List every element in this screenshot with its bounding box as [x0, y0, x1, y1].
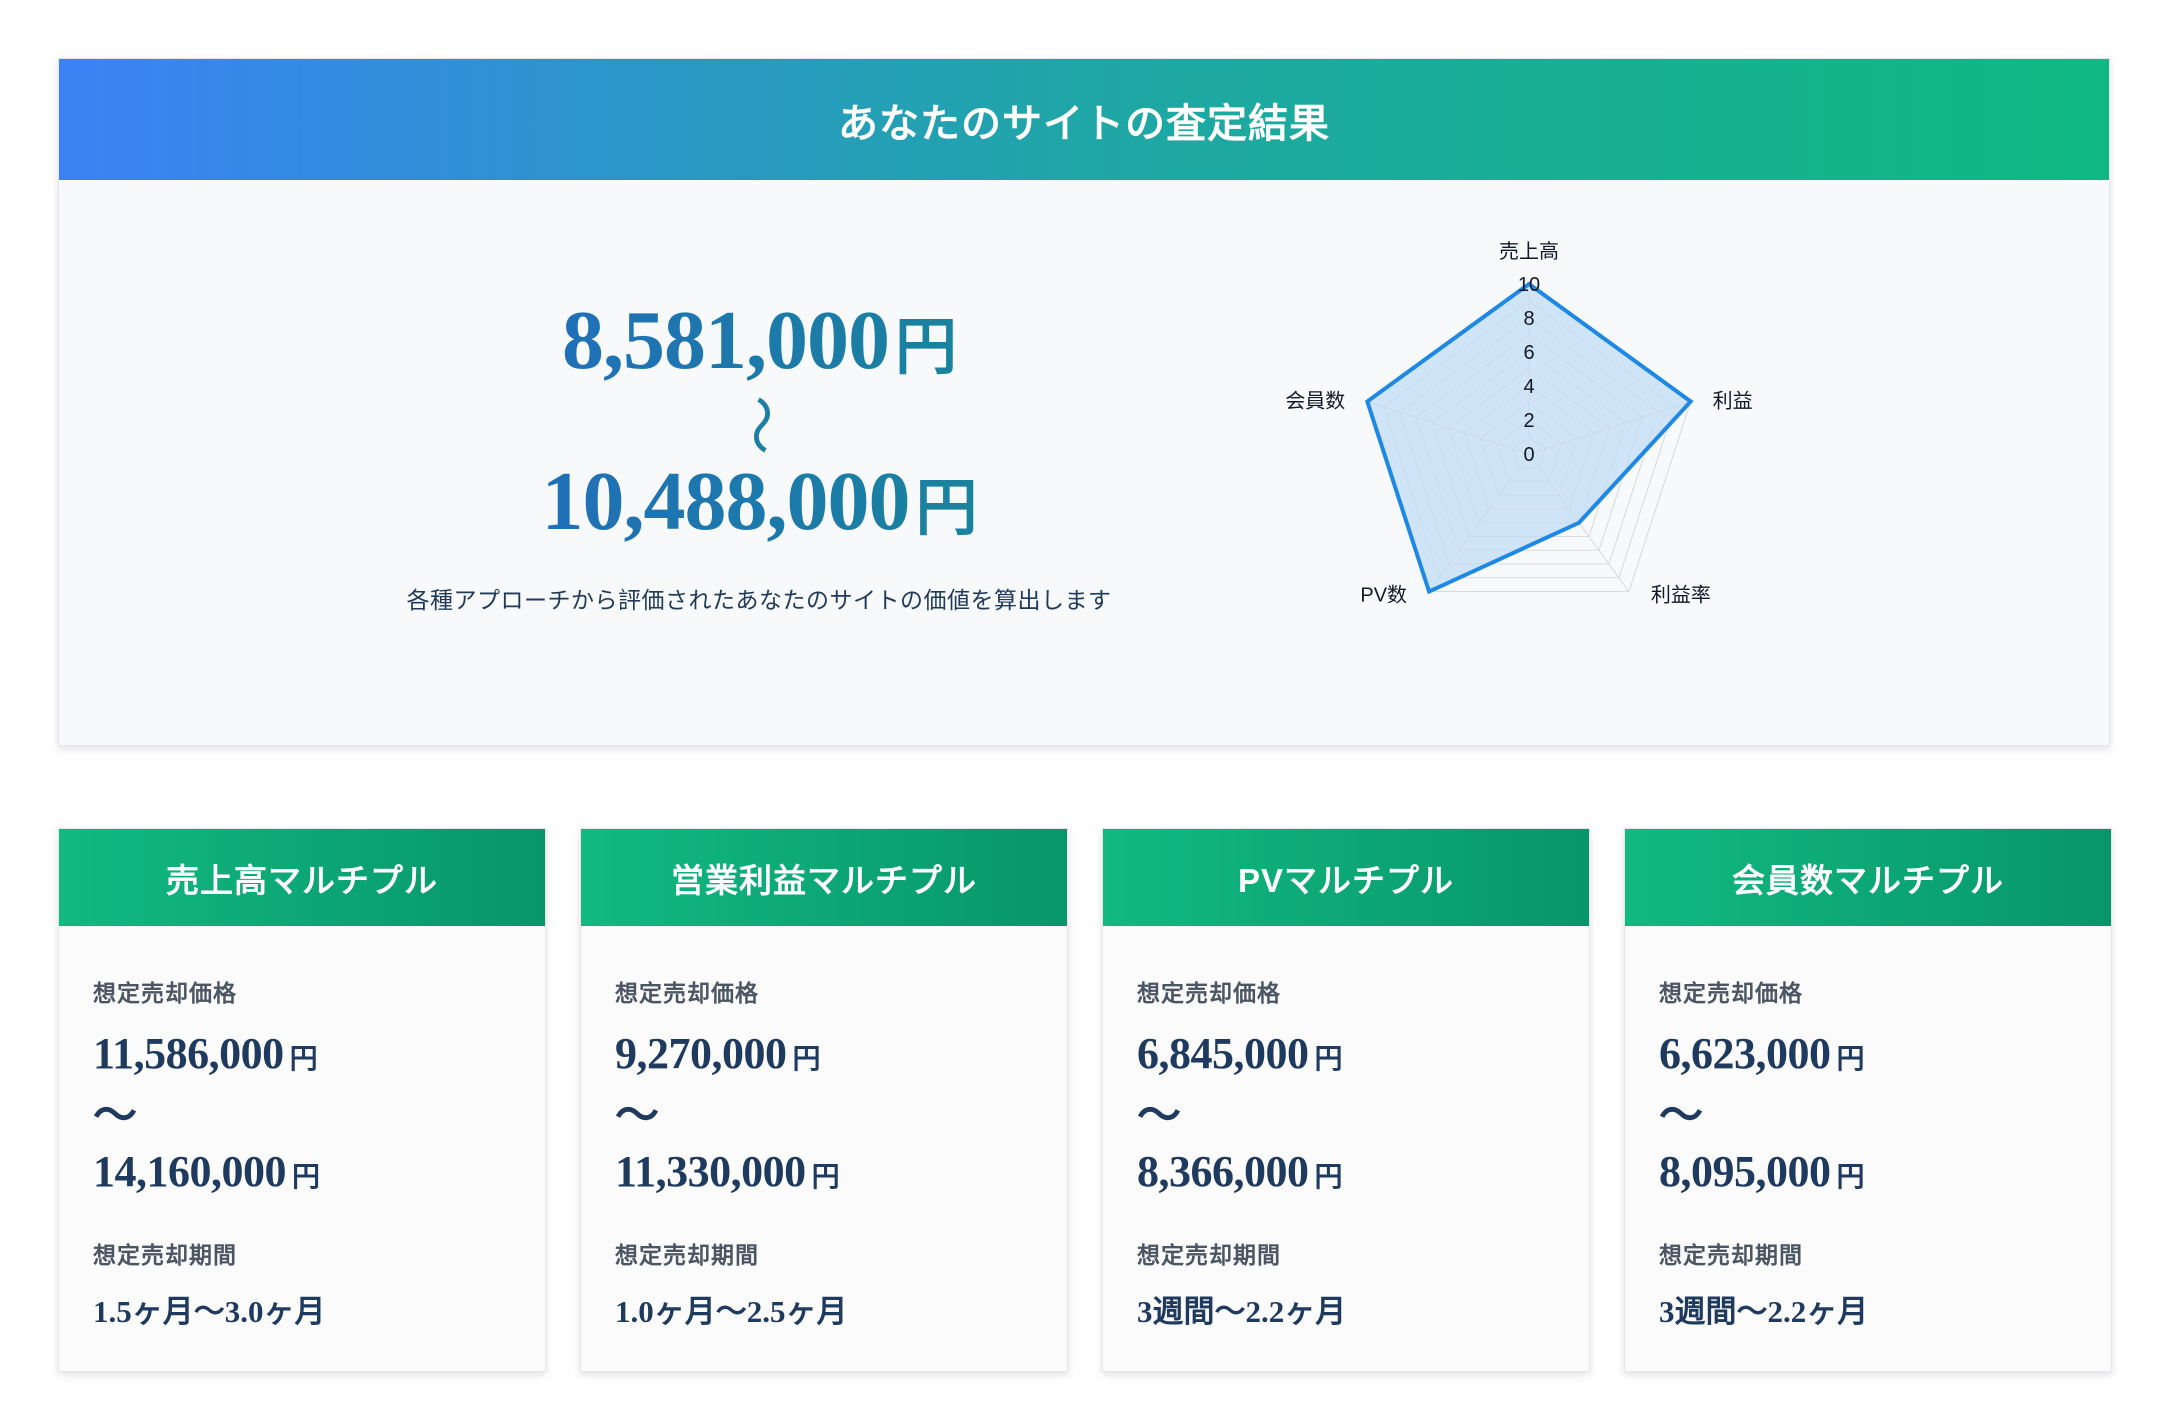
currency-unit: 円 — [894, 314, 956, 382]
radar-axis-label: 売上高 — [1499, 240, 1559, 263]
expected-period: 3週間〜2.2ヶ月 — [1659, 1294, 1869, 1329]
currency-unit: 円 — [292, 1162, 320, 1193]
card-sales-multiple: 売上高マルチプル 想定売却価格 11,586,000 円 〜 14,160,000… — [58, 828, 546, 1372]
card-pv-multiple: PVマルチプル 想定売却価格 6,845,000 円 〜 8,366,000 円 想… — [1102, 828, 1590, 1372]
estimated-price-low: 8,581,000円 — [289, 299, 1229, 390]
result-header: あなたのサイトの査定結果 — [59, 59, 2109, 180]
card-title: 売上高マルチプル — [166, 861, 438, 899]
radar-axis-label: 会員数 — [1285, 389, 1345, 412]
radar-axis-label: 利益 — [1713, 389, 1753, 412]
range-separator: 〜 — [615, 1091, 659, 1140]
radar-tick-label: 6 — [1523, 342, 1534, 364]
currency-unit: 円 — [1314, 1162, 1343, 1193]
expected-price-low-value: 11,586,000 — [93, 1029, 284, 1078]
expected-price-high-value: 11,330,000 — [615, 1147, 806, 1196]
expected-price-high-value: 8,366,000 — [1137, 1147, 1309, 1196]
range-separator: 〜 — [726, 395, 792, 455]
currency-unit: 円 — [792, 1044, 821, 1075]
expected-price-label: 想定売却価格 — [1137, 981, 1281, 1006]
expected-price-low-value: 9,270,000 — [615, 1029, 787, 1078]
expected-period: 3週間〜2.2ヶ月 — [1137, 1294, 1347, 1329]
card-body: 想定売却価格 6,623,000 円 〜 8,095,000 円 想定売却期間 3週… — [1625, 926, 2111, 1331]
valuation-result-panel: あなたのサイトの査定結果 8,581,000円 〜 10,488,000円 各種… — [58, 58, 2110, 746]
result-title: あなたのサイトの査定結果 — [838, 101, 1330, 146]
currency-unit: 円 — [1314, 1044, 1343, 1075]
currency-unit: 円 — [811, 1162, 840, 1193]
currency-unit: 円 — [1836, 1162, 1865, 1193]
expected-price-low: 6,845,000 円 — [1137, 1026, 1555, 1088]
radar-tick-label: 2 — [1523, 410, 1534, 432]
estimated-price-low-value: 8,581,000 — [561, 294, 889, 387]
expected-price-low: 9,270,000 円 — [615, 1026, 1033, 1088]
expected-price-low-value: 6,845,000 — [1137, 1029, 1309, 1078]
expected-period-label: 想定売却期間 — [1137, 1243, 1281, 1268]
estimated-price-high-value: 10,488,000 — [541, 455, 910, 548]
card-header: 会員数マルチプル — [1625, 829, 2111, 926]
range-separator: 〜 — [1659, 1091, 1703, 1140]
range-separator: 〜 — [1137, 1091, 1181, 1140]
card-operating-profit-multiple: 営業利益マルチプル 想定売却価格 9,270,000 円 〜 11,330,000… — [580, 828, 1068, 1372]
card-title: 会員数マルチプル — [1732, 861, 2004, 899]
radar-series-area — [1364, 281, 1694, 595]
card-body: 想定売却価格 9,270,000 円 〜 11,330,000 円 想定売却期間 1… — [581, 926, 1067, 1331]
expected-period: 1.5ヶ月〜3.0ヶ月 — [93, 1294, 326, 1329]
estimated-price-high: 10,488,000円 — [289, 460, 1229, 551]
expected-period-label: 想定売却期間 — [615, 1243, 759, 1268]
expected-price-label: 想定売却価格 — [615, 981, 759, 1006]
currency-unit: 円 — [289, 1044, 318, 1075]
radar-tick-label: 0 — [1523, 444, 1534, 466]
expected-price-low: 11,586,000 円 — [93, 1026, 511, 1088]
card-title: PVマルチプル — [1237, 861, 1455, 899]
expected-price-high: 8,366,000 円 — [1137, 1144, 1555, 1206]
expected-price-low-value: 6,623,000 — [1659, 1029, 1831, 1078]
card-header: 営業利益マルチプル — [581, 829, 1067, 926]
expected-price-high: 14,160,000 円 — [93, 1144, 511, 1206]
estimated-price-range: 8,581,000円 〜 10,488,000円 各種アプローチから評価されたあ… — [289, 299, 1229, 615]
radar-chart: 0 2 4 6 8 10 売上高利益利益率 PV数 会員数 — [1189, 240, 1789, 714]
expected-price-label: 想定売却価格 — [93, 981, 237, 1006]
expected-price-low: 6,623,000 円 — [1659, 1026, 2077, 1088]
card-header: 売上高マルチプル — [59, 829, 545, 926]
expected-price-high-value: 8,095,000 — [1659, 1147, 1831, 1196]
card-body: 想定売却価格 6,845,000 円 〜 8,366,000 円 想定売却期間 3週… — [1103, 926, 1589, 1331]
expected-price-high: 8,095,000 円 — [1659, 1144, 2077, 1206]
expected-period: 1.0ヶ月〜2.5ヶ月 — [615, 1294, 848, 1329]
radar-axis-label: PV数 — [1360, 584, 1407, 607]
radar-axis-label: 利益率 — [1651, 584, 1711, 607]
expected-price-high: 11,330,000 円 — [615, 1144, 1033, 1206]
expected-price-high-value: 14,160,000 — [93, 1147, 287, 1196]
card-title: 営業利益マルチプル — [671, 861, 977, 899]
card-member-multiple: 会員数マルチプル 想定売却価格 6,623,000 円 〜 8,095,000 円 … — [1624, 828, 2112, 1372]
range-separator: 〜 — [93, 1091, 137, 1140]
expected-period-label: 想定売却期間 — [93, 1243, 237, 1268]
radar-tick-label: 4 — [1523, 376, 1534, 398]
result-description: 各種アプローチから評価されたあなたのサイトの価値を算出します — [406, 587, 1112, 613]
radar-tick-label: 8 — [1523, 308, 1534, 330]
card-body: 想定売却価格 11,586,000 円 〜 14,160,000 円 想定売却期間 … — [59, 926, 545, 1331]
currency-unit: 円 — [1836, 1044, 1865, 1075]
expected-period-label: 想定売却期間 — [1659, 1243, 1803, 1268]
radar-tick-label: 10 — [1518, 274, 1540, 296]
card-header: PVマルチプル — [1103, 829, 1589, 926]
expected-price-label: 想定売却価格 — [1659, 981, 1803, 1006]
currency-unit: 円 — [915, 475, 977, 543]
